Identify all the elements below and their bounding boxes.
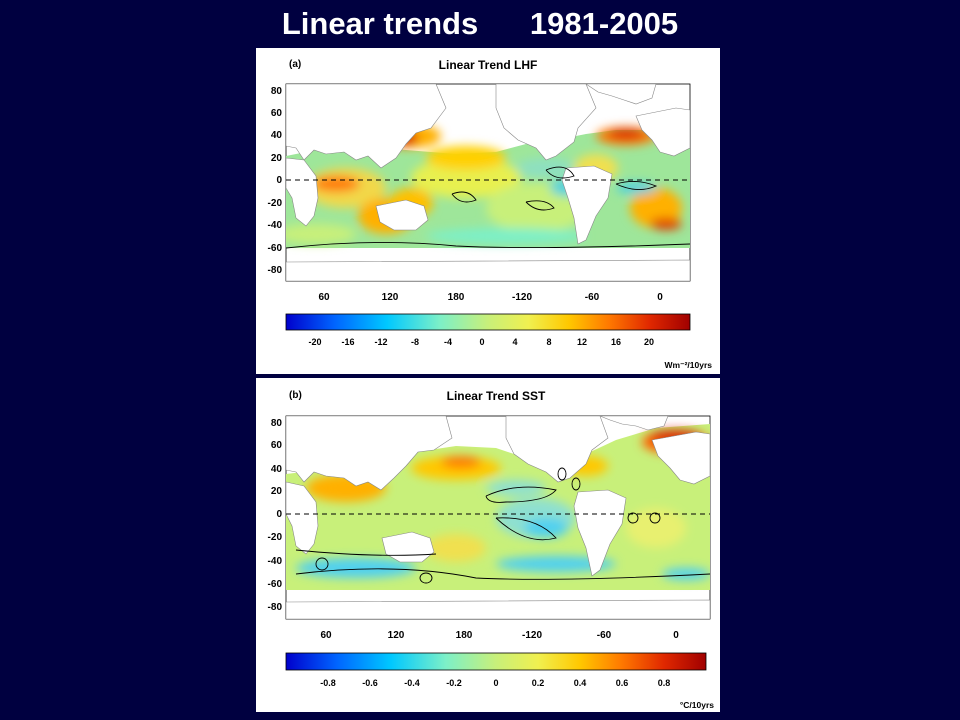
title-left: Linear trends [281, 6, 479, 41]
colorbar [285, 652, 707, 671]
slide-title: Linear trends 1981-2005 [0, 6, 960, 42]
colorbar [285, 313, 691, 331]
lon-tick: 0 [673, 630, 679, 641]
lon-tick: 0 [657, 292, 663, 303]
lat-tick: -80 [268, 265, 283, 276]
colorbar-tick: -8 [411, 337, 419, 347]
colorbar-tick: -0.2 [446, 678, 462, 688]
colorbar-tick: -12 [374, 337, 387, 347]
colorbar-tick: 0.4 [574, 678, 587, 688]
lat-tick: 0 [276, 509, 282, 520]
colorbar-unit: °C/10yrs [680, 700, 714, 710]
lat-tick: -20 [268, 532, 283, 543]
lat-tick: 0 [276, 175, 282, 186]
colorbar-tick: 0 [493, 678, 498, 688]
colorbar-tick: -16 [341, 337, 354, 347]
colorbar-tick: -0.6 [362, 678, 378, 688]
panel-title: Linear Trend LHF [439, 58, 538, 72]
lon-tick: 60 [318, 292, 330, 303]
lat-tick: 60 [271, 440, 283, 451]
lat-tick: -40 [268, 220, 283, 231]
colorbar-tick: -4 [444, 337, 452, 347]
lhf-trend-panel: (a) Linear Trend LHF [256, 48, 720, 374]
lat-tick: 60 [271, 108, 283, 119]
lon-tick: 120 [388, 630, 405, 641]
colorbar-unit: Wm⁻²/10yrs [665, 360, 713, 370]
colorbar-tick: -0.4 [404, 678, 420, 688]
lat-tick: 80 [271, 86, 283, 97]
contours [286, 166, 690, 249]
lon-tick: -60 [597, 630, 612, 641]
colorbar-tick: 0 [479, 337, 484, 347]
lat-axis-ticks: 80 60 40 20 0 -20 -40 -60 -80 [268, 418, 283, 613]
continents [286, 416, 710, 619]
lon-axis-ticks: 60 120 180 -120 -60 0 [320, 630, 679, 641]
map-area [285, 415, 711, 620]
colorbar-tick: 0.8 [658, 678, 671, 688]
continents [286, 84, 690, 281]
lat-tick: -60 [268, 579, 283, 590]
lon-axis-ticks: 60 120 180 -120 -60 0 [318, 292, 663, 303]
lat-axis-ticks: 80 60 40 20 0 -20 -40 -60 -80 [268, 86, 283, 276]
sst-trend-panel: (b) Linear Trend SST [256, 378, 720, 712]
lat-tick: 80 [271, 418, 283, 429]
lon-tick: 180 [448, 292, 465, 303]
colorbar-tick: -0.8 [320, 678, 336, 688]
lon-tick: -120 [522, 630, 542, 641]
lat-tick: 20 [271, 153, 283, 164]
colorbar-tick: 12 [577, 337, 587, 347]
lon-tick: -60 [585, 292, 600, 303]
panel-title: Linear Trend SST [447, 389, 546, 403]
map-area [285, 83, 691, 282]
panel-label: (a) [289, 59, 301, 70]
colorbar-tick: -20 [308, 337, 321, 347]
lat-tick: 40 [271, 464, 283, 475]
colorbar-tick: 0.2 [532, 678, 545, 688]
lon-tick: 60 [320, 630, 332, 641]
lat-tick: -40 [268, 556, 283, 567]
colorbar-tick: 20 [644, 337, 654, 347]
lat-tick: 20 [271, 486, 283, 497]
lat-tick: 40 [271, 130, 283, 141]
contours [295, 467, 710, 584]
lon-tick: -120 [512, 292, 532, 303]
lat-tick: -80 [268, 602, 283, 613]
colorbar-ticks: -20 -16 -12 -8 -4 0 4 8 12 16 20 [308, 337, 654, 347]
colorbar-tick: 8 [546, 337, 551, 347]
lat-tick: -60 [268, 243, 283, 254]
colorbar-tick: 16 [611, 337, 621, 347]
colorbar-tick: 0.6 [616, 678, 629, 688]
panel-label: (b) [289, 390, 302, 401]
title-right: 1981-2005 [529, 6, 679, 41]
colorbar-ticks: -0.8 -0.6 -0.4 -0.2 0 0.2 0.4 0.6 0.8 [320, 678, 670, 688]
lon-tick: 120 [382, 292, 399, 303]
lat-tick: -20 [268, 198, 283, 209]
lon-tick: 180 [456, 630, 473, 641]
colorbar-tick: 4 [512, 337, 517, 347]
